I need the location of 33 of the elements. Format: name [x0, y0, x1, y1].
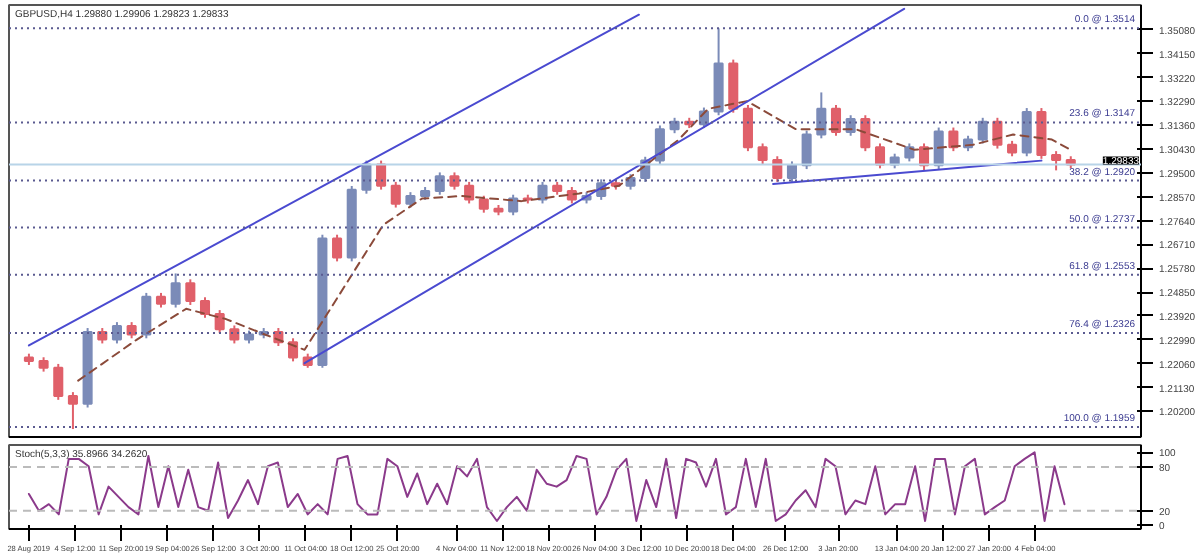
- candlestick: [332, 233, 343, 263]
- candlestick: [464, 180, 475, 205]
- candlestick: [742, 103, 753, 153]
- candlestick: [933, 126, 944, 171]
- candlestick: [141, 291, 152, 340]
- candlestick: [53, 362, 64, 401]
- candlestick: [111, 321, 122, 345]
- candlestick: [376, 159, 387, 191]
- candlestick: [199, 296, 211, 319]
- candlestick: [1021, 107, 1032, 158]
- candlestick: [654, 124, 665, 166]
- candlestick: [757, 142, 768, 165]
- line-series: [77, 100, 1072, 382]
- candlestick: [713, 27, 724, 117]
- candlestick: [1036, 107, 1047, 160]
- candlestick: [728, 58, 739, 114]
- candlestick: [67, 391, 78, 431]
- candlestick: [185, 278, 196, 306]
- candlestick: [786, 160, 797, 183]
- candlestick: [948, 126, 959, 153]
- candlestick: [977, 116, 988, 145]
- candlestick: [801, 129, 812, 171]
- candlestick: [816, 91, 827, 140]
- candlestick: [434, 171, 445, 196]
- candlestick: [214, 309, 225, 335]
- candlestick: [390, 180, 401, 209]
- candlestick: [361, 159, 372, 195]
- candlestick: [537, 180, 548, 205]
- candlestick: [860, 114, 871, 153]
- candlestick: [830, 103, 842, 137]
- candlestick: [1051, 150, 1062, 172]
- candlestick: [772, 155, 783, 183]
- candlestick: [170, 272, 181, 309]
